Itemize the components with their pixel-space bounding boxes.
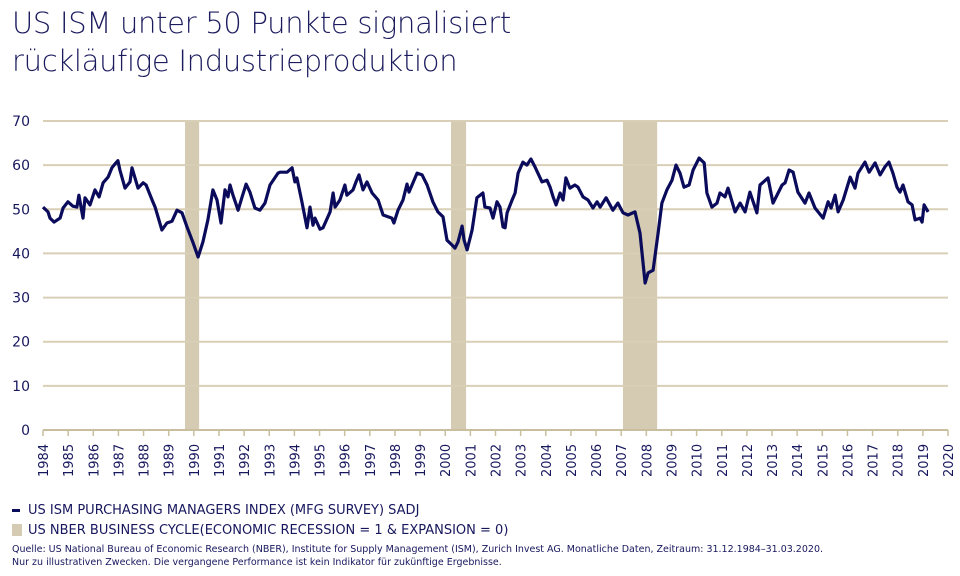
source-line-1: Quelle: US National Bureau of Economic R…	[12, 544, 824, 555]
x-tick-label: 1991	[213, 444, 228, 477]
ism-line	[41, 156, 930, 285]
y-tick-label: 70	[12, 114, 30, 130]
x-tick-label: 2007	[615, 444, 630, 477]
y-tick-label: 10	[12, 379, 30, 395]
x-tick-label: 2016	[841, 444, 856, 477]
chart-title: US ISM unter 50 Punkte signalisiert rück…	[12, 4, 511, 80]
legend-line-swatch	[12, 508, 20, 512]
x-tick-label: 2000	[439, 444, 454, 477]
x-tick-label: 2015	[816, 444, 831, 477]
x-tick-label: 2009	[665, 444, 680, 477]
legend: US ISM PURCHASING MANAGERS INDEX (MFG SU…	[12, 500, 508, 540]
x-tick-label: 1992	[238, 444, 253, 477]
x-tick-label: 2010	[691, 444, 706, 477]
y-tick-label: 20	[12, 335, 30, 351]
x-tick-label: 2005	[565, 444, 580, 477]
recession-band-0	[185, 121, 200, 430]
x-tick-label: 2018	[892, 444, 907, 477]
x-tick-label: 2020	[942, 444, 957, 477]
y-tick-label: 40	[12, 246, 30, 262]
x-tick-label: 1999	[414, 444, 429, 477]
x-tick-label: 2008	[640, 444, 655, 477]
x-tick-label: 1995	[314, 444, 329, 477]
x-tick-label: 1986	[87, 444, 102, 477]
x-tick-label: 2014	[791, 444, 806, 477]
source-note: Quelle: US National Bureau of Economic R…	[12, 543, 823, 569]
x-axis: 1984 1985 1986 1987 1988 1989 1990 1991 1992 1993…	[37, 429, 957, 477]
legend-label-nber: US NBER BUSINESS CYCLE(ECONOMIC RECESSIO…	[28, 522, 509, 538]
x-tick-label: 1990	[188, 444, 203, 477]
x-tick-label: 1988	[138, 444, 153, 477]
legend-label-ism: US ISM PURCHASING MANAGERS INDEX (MFG SU…	[28, 502, 420, 518]
x-tick-label: 1987	[112, 444, 127, 477]
legend-item-nber: US NBER BUSINESS CYCLE(ECONOMIC RECESSIO…	[12, 520, 508, 540]
x-tick-label: 1998	[389, 444, 404, 477]
x-tick-label: 2002	[490, 444, 505, 477]
title-line-2: rückläufige Industrieproduktion	[12, 44, 458, 78]
x-tick-label: 1984	[37, 444, 52, 477]
title-line-1: US ISM unter 50 Punkte signalisiert	[12, 6, 511, 40]
x-tick-label: 1993	[263, 444, 278, 477]
recession-band-2	[622, 121, 658, 430]
x-tick-label: 2013	[766, 444, 781, 477]
x-tick-label: 1985	[62, 444, 77, 477]
x-tick-label: 2001	[464, 444, 479, 477]
x-tick-label: 2017	[867, 444, 882, 477]
x-tick-label: 2011	[716, 444, 731, 477]
x-tick-label: 2006	[590, 444, 605, 477]
y-axis-labels: 0 10 20 30 40 50 60 70	[12, 114, 30, 439]
x-tick-label: 1994	[288, 444, 303, 477]
recession-band-1	[451, 121, 467, 430]
gridlines	[43, 120, 948, 387]
x-tick-label: 1996	[339, 444, 354, 477]
source-line-2: Nur zu illustrativen Zwecken. Die vergan…	[12, 557, 502, 568]
recession-bands	[185, 121, 658, 430]
legend-box-swatch	[12, 524, 22, 536]
x-tick-label: 2003	[515, 444, 530, 477]
legend-item-ism: US ISM PURCHASING MANAGERS INDEX (MFG SU…	[12, 500, 508, 520]
y-tick-label: 60	[12, 158, 30, 174]
x-tick-label: 1997	[364, 444, 379, 477]
x-tick-label: 2012	[741, 444, 756, 477]
x-tick-label: 2004	[540, 444, 555, 477]
y-tick-label: 50	[12, 202, 30, 218]
y-tick-label: 0	[21, 423, 30, 439]
y-tick-label: 30	[12, 291, 30, 307]
x-tick-label: 1989	[163, 444, 178, 477]
x-tick-label: 2019	[917, 444, 932, 477]
ism-series	[41, 156, 930, 285]
